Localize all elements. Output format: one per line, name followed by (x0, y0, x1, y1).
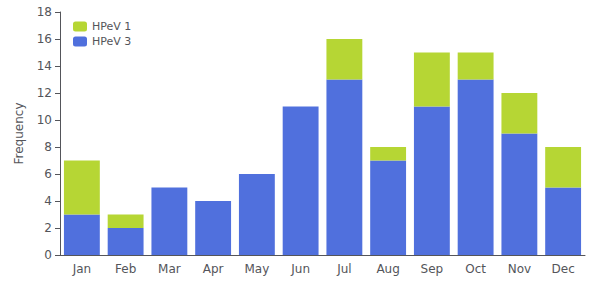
svg-text:6: 6 (44, 167, 52, 181)
svg-text:18: 18 (37, 5, 52, 19)
svg-text:Oct: Oct (465, 262, 486, 276)
svg-text:14: 14 (37, 59, 52, 73)
svg-text:Dec: Dec (552, 262, 575, 276)
svg-text:Nov: Nov (508, 262, 531, 276)
svg-text:Jun: Jun (290, 262, 310, 276)
svg-text:2: 2 (44, 221, 52, 235)
svg-text:May: May (244, 262, 269, 276)
svg-text:Apr: Apr (203, 262, 224, 276)
svg-text:Sep: Sep (421, 262, 444, 276)
svg-text:4: 4 (44, 194, 52, 208)
svg-text:Feb: Feb (115, 262, 136, 276)
svg-text:Frequency: Frequency (12, 103, 26, 165)
svg-text:Mar: Mar (158, 262, 181, 276)
svg-text:HPeV 1: HPeV 1 (92, 20, 131, 33)
svg-text:12: 12 (37, 86, 52, 100)
svg-text:16: 16 (37, 32, 52, 46)
svg-text:8: 8 (44, 140, 52, 154)
svg-text:Aug: Aug (376, 262, 399, 276)
svg-text:10: 10 (37, 113, 52, 127)
svg-text:0: 0 (44, 248, 52, 262)
svg-text:HPeV 3: HPeV 3 (92, 35, 131, 48)
svg-text:Jan: Jan (72, 262, 92, 276)
svg-text:Jul: Jul (336, 262, 351, 276)
